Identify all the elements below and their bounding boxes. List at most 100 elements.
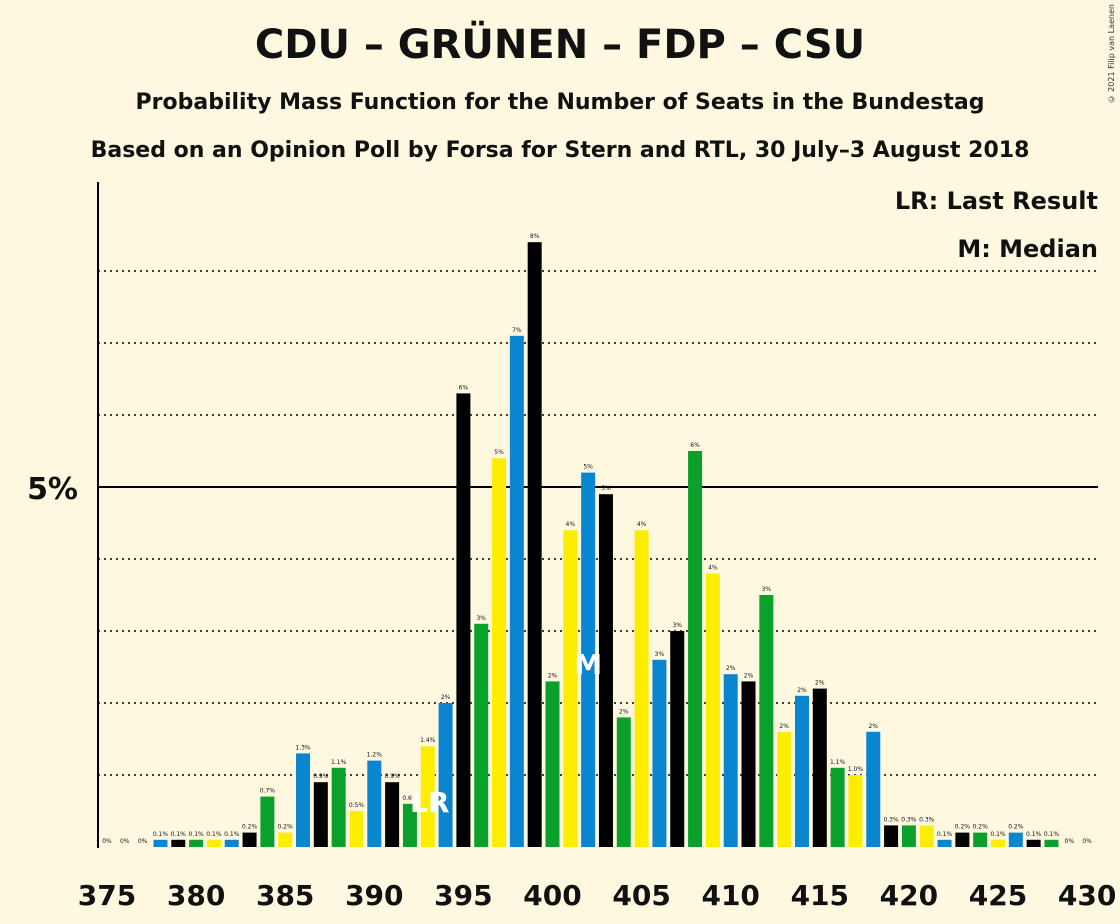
data-label-seat-377: 0%	[138, 838, 148, 845]
bar-seat-426	[1008, 832, 1023, 847]
data-label-seat-382: 0.1%	[224, 831, 240, 838]
bar-seat-419	[884, 825, 899, 847]
bar-seat-413	[777, 731, 792, 847]
gridlines	[98, 270, 1098, 776]
data-label-seat-412: 3%	[762, 586, 772, 593]
x-tick-label-380: 380	[167, 879, 225, 912]
x-tick-label-420: 420	[880, 879, 938, 912]
legend-last-result: LR: Last Result	[895, 187, 1098, 215]
data-label-seat-423: 0.2%	[955, 824, 971, 831]
bar-seat-378	[153, 839, 168, 847]
bar-seat-420	[901, 825, 916, 847]
x-tick-label-375: 375	[78, 879, 136, 912]
bar-seat-387	[313, 782, 328, 847]
data-label-seat-391: 0.9%	[384, 773, 400, 780]
data-label-seat-381: 0.1%	[206, 831, 222, 838]
x-tick-label-415: 415	[791, 879, 849, 912]
bar-seat-416	[830, 767, 845, 847]
x-tick-label-405: 405	[612, 879, 670, 912]
data-label-seat-395: 6%	[459, 384, 469, 391]
data-label-seat-407: 3%	[672, 622, 682, 629]
bar-seat-397	[492, 458, 507, 847]
data-label-seat-427: 0.1%	[1026, 831, 1042, 838]
data-label-seat-380: 0.1%	[188, 831, 204, 838]
bar-seat-394	[438, 703, 453, 847]
bar-seat-400	[545, 681, 560, 847]
bar-seat-421	[919, 825, 934, 847]
data-label-seat-424: 0.2%	[973, 824, 989, 831]
bar-seat-423	[955, 832, 970, 847]
bar-seat-427	[1026, 839, 1041, 847]
bar-seat-407	[670, 631, 685, 847]
data-label-seat-421: 0.3%	[919, 816, 935, 823]
data-label-seat-406: 3%	[655, 651, 665, 658]
bar-seat-414	[794, 695, 809, 847]
bar-seat-379	[171, 839, 186, 847]
chart-subtitle: Probability Mass Function for the Number…	[135, 90, 985, 115]
bar-seat-403	[598, 494, 613, 847]
data-label-seat-414: 2%	[797, 687, 807, 694]
data-label-seat-413: 2%	[779, 723, 789, 730]
bar-seat-424	[973, 832, 988, 847]
x-tick-label-395: 395	[434, 879, 492, 912]
data-label-seat-394: 2%	[441, 694, 451, 701]
bar-seat-409	[705, 573, 720, 847]
bar-seat-405	[634, 530, 649, 847]
data-label-seat-384: 0.7%	[260, 788, 276, 795]
data-label-seat-400: 2%	[548, 672, 558, 679]
data-label-seat-408: 6%	[690, 442, 700, 449]
y-tick-label: 5%	[27, 472, 78, 507]
bar-seat-391	[385, 782, 400, 847]
data-label-seat-402: 5%	[583, 464, 593, 471]
bar-seat-388	[331, 767, 346, 847]
data-label-seat-410: 2%	[726, 665, 736, 672]
data-label-seat-418: 2%	[868, 723, 878, 730]
x-tick-label-430: 430	[1058, 879, 1116, 912]
bar-seat-406	[652, 659, 667, 847]
data-label-seat-401: 4%	[566, 521, 576, 528]
bar-seat-395	[456, 393, 471, 847]
median-marker: M	[574, 648, 602, 681]
bar-seat-417	[848, 775, 863, 847]
data-label-seat-397: 5%	[494, 449, 504, 456]
data-label-seat-411: 2%	[744, 672, 754, 679]
chart-title: CDU – GRÜNEN – FDP – CSU	[254, 22, 866, 68]
bar-seat-401	[563, 530, 578, 847]
bar-seat-396	[474, 623, 489, 847]
x-axis-ticks: 375 380 385 390 395 400 405 410 415 420 425 430	[78, 879, 1117, 912]
data-label-seat-388: 1.1%	[331, 759, 347, 766]
bar-seat-380	[189, 839, 204, 847]
bar-seat-384	[260, 796, 275, 847]
data-label-seat-415: 2%	[815, 680, 825, 687]
data-label-seat-409: 4%	[708, 564, 718, 571]
data-label-seat-426: 0.2%	[1008, 824, 1024, 831]
data-label-seat-422: 0.1%	[937, 831, 953, 838]
data-label-seat-429: 0%	[1065, 838, 1075, 845]
data-label-seat-425: 0.1%	[990, 831, 1006, 838]
bar-seat-408	[688, 451, 703, 847]
bar-seat-410	[723, 674, 738, 847]
data-label-seat-389: 0.5%	[349, 802, 365, 809]
x-tick-label-400: 400	[523, 879, 581, 912]
data-label-seat-383: 0.2%	[242, 824, 258, 831]
data-label-seat-416: 1.1%	[830, 759, 846, 766]
bar-seat-402	[581, 472, 596, 847]
bar-seat-404	[616, 717, 631, 847]
data-label-seat-396: 3%	[476, 615, 486, 622]
markers: LR M	[410, 648, 602, 819]
bar-seat-386	[296, 753, 311, 847]
data-label-seat-376: 0%	[120, 838, 130, 845]
data-label-seat-404: 2%	[619, 708, 629, 715]
bar-seat-415	[812, 688, 827, 847]
data-label-seat-390: 1.2%	[367, 752, 383, 759]
bar-seat-411	[741, 681, 756, 847]
bar-seat-383	[242, 832, 257, 847]
data-label-seat-420: 0.3%	[901, 816, 917, 823]
bar-seat-382	[224, 839, 239, 847]
data-label-seat-403: 5%	[601, 485, 611, 492]
data-label-seat-378: 0.1%	[153, 831, 169, 838]
data-label-seat-417: 1.0%	[848, 766, 864, 773]
bar-seat-393	[420, 746, 435, 847]
bar-seat-422	[937, 839, 952, 847]
data-label-seat-419: 0.3%	[883, 816, 899, 823]
